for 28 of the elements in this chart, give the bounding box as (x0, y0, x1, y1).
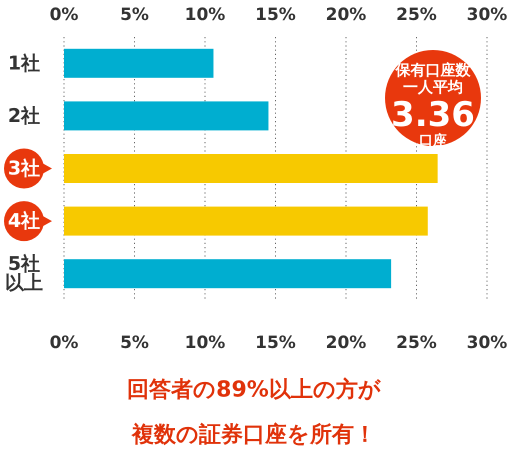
x-tick-label: 30% (466, 5, 508, 25)
y-tick-label: 1社 (8, 52, 40, 74)
x2-tick-label: 5% (120, 333, 149, 353)
y-tick-label: 3社 (8, 158, 40, 180)
x2-tick-label: 10% (184, 333, 226, 353)
bar (64, 206, 428, 236)
x-tick-label: 20% (326, 5, 366, 25)
x-tick-label: 5% (120, 5, 149, 25)
x2-tick-label: 25% (396, 333, 437, 353)
y-tick-label: 5社以上 (5, 253, 43, 294)
text: 回答者の89%以上の方が (127, 376, 381, 402)
bar (64, 154, 438, 183)
annotation: 一人平均 (403, 78, 463, 96)
bar (64, 48, 214, 78)
x2-tick-label: 30% (466, 333, 508, 353)
annotation: 保有口座数 (394, 61, 472, 79)
x2-tick-label: 20% (326, 333, 366, 353)
x-tick-label: 15% (255, 5, 296, 25)
text: 複数の証券口座を所有！ (131, 422, 376, 448)
bar (64, 101, 268, 130)
y-tick-label: 4社 (8, 210, 40, 232)
x2-tick-label: 15% (255, 333, 296, 353)
y-tick-label: 2社 (8, 104, 40, 127)
bar (64, 259, 392, 288)
x-tick-label: 0% (50, 5, 78, 25)
x-tick-label: 10% (184, 5, 226, 25)
x2-tick-label: 0% (50, 333, 78, 353)
x-tick-label: 25% (396, 5, 437, 25)
